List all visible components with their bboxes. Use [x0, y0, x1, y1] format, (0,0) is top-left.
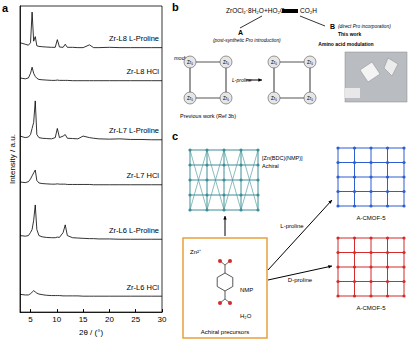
svg-text:Zr₆: Zr₆ — [307, 60, 313, 65]
svg-text:A-CMOF-5: A-CMOF-5 — [357, 305, 387, 311]
svg-text:Previous work (Ref 3b): Previous work (Ref 3b) — [180, 113, 236, 119]
svg-text:ZrOCl₂·8H₂O+HO₂C: ZrOCl₂·8H₂O+HO₂C — [226, 7, 285, 14]
svg-text:A: A — [238, 29, 243, 36]
svg-text:Zr-L8 HCl: Zr-L8 HCl — [126, 67, 159, 76]
svg-text:Zr-L6 HCl: Zr-L6 HCl — [126, 283, 159, 292]
svg-text:B: B — [330, 23, 335, 30]
svg-text:Achiral: Achiral — [262, 163, 279, 169]
svg-text:(post-synthetic Pro introducti: (post-synthetic Pro introduction) — [213, 38, 281, 43]
svg-text:(direct Pro incorporation): (direct Pro incorporation) — [338, 24, 391, 29]
svg-text:A-CMOF-5: A-CMOF-5 — [357, 215, 387, 221]
svg-text:Zr₆: Zr₆ — [223, 60, 229, 65]
svg-text:Zr₆: Zr₆ — [187, 60, 193, 65]
svg-text:Amino acid modulation: Amino acid modulation — [318, 41, 373, 47]
svg-text:20: 20 — [105, 315, 114, 324]
svg-text:b: b — [172, 1, 179, 13]
svg-text:30: 30 — [158, 315, 167, 324]
svg-text:a: a — [2, 2, 9, 14]
svg-text:D-proline: D-proline — [288, 277, 313, 283]
svg-text:Zr-L7 L-Proline: Zr-L7 L-Proline — [109, 126, 159, 135]
svg-text:Zr₆: Zr₆ — [223, 96, 229, 101]
svg-text:Zr-L7 HCl: Zr-L7 HCl — [126, 171, 159, 180]
svg-text:Zn²⁺: Zn²⁺ — [190, 249, 201, 255]
svg-text:15: 15 — [79, 315, 88, 324]
svg-text:Intensity / a.u.: Intensity / a.u. — [8, 134, 17, 184]
svg-text:modul: modul — [174, 55, 189, 61]
svg-text:L-proline: L-proline — [232, 77, 252, 83]
svg-text:Zr₆: Zr₆ — [187, 96, 193, 101]
svg-text:This work: This work — [338, 31, 362, 37]
svg-text:Zr-L8 L-Proline: Zr-L8 L-Proline — [109, 34, 159, 43]
svg-text:Zr-L6 L-Proline: Zr-L6 L-Proline — [109, 226, 159, 235]
svg-text:Zr₆: Zr₆ — [271, 60, 277, 65]
svg-text:2θ / (°): 2θ / (°) — [79, 328, 103, 337]
svg-text:Zr₆: Zr₆ — [271, 96, 277, 101]
svg-text:c: c — [172, 130, 178, 142]
svg-text:[Zn(BDC)(NMP)]: [Zn(BDC)(NMP)] — [262, 155, 303, 161]
svg-text:CO₂H: CO₂H — [300, 7, 317, 14]
svg-text:L-proline: L-proline — [280, 223, 304, 229]
svg-text:10: 10 — [52, 315, 61, 324]
svg-text:H₂O: H₂O — [240, 313, 252, 319]
svg-text:Achiral precursors: Achiral precursors — [201, 329, 249, 335]
svg-text:5: 5 — [28, 315, 33, 324]
svg-text:Zr₆: Zr₆ — [307, 96, 313, 101]
svg-text:NMP: NMP — [240, 287, 253, 293]
svg-text:25: 25 — [131, 315, 140, 324]
